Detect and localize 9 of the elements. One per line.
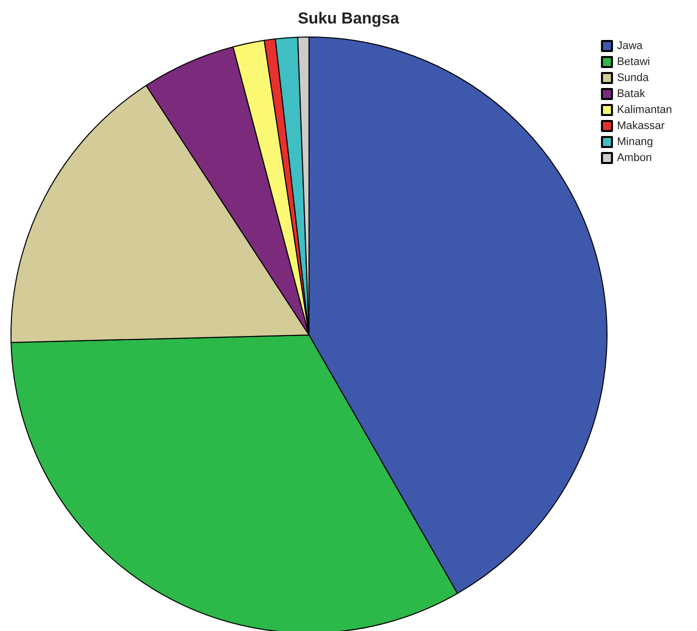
legend-label: Makassar xyxy=(616,120,665,132)
legend-label: Kalimantan xyxy=(616,104,672,116)
legend-label: Minang xyxy=(616,136,654,148)
legend-label: Batak xyxy=(616,88,646,100)
chart-title: Suku Bangsa xyxy=(298,10,400,28)
legend-label: Jawa xyxy=(616,40,644,52)
legend-label: Sunda xyxy=(616,72,650,84)
legend-label: Betawi xyxy=(616,56,650,68)
legend-label: Ambon xyxy=(616,152,652,164)
